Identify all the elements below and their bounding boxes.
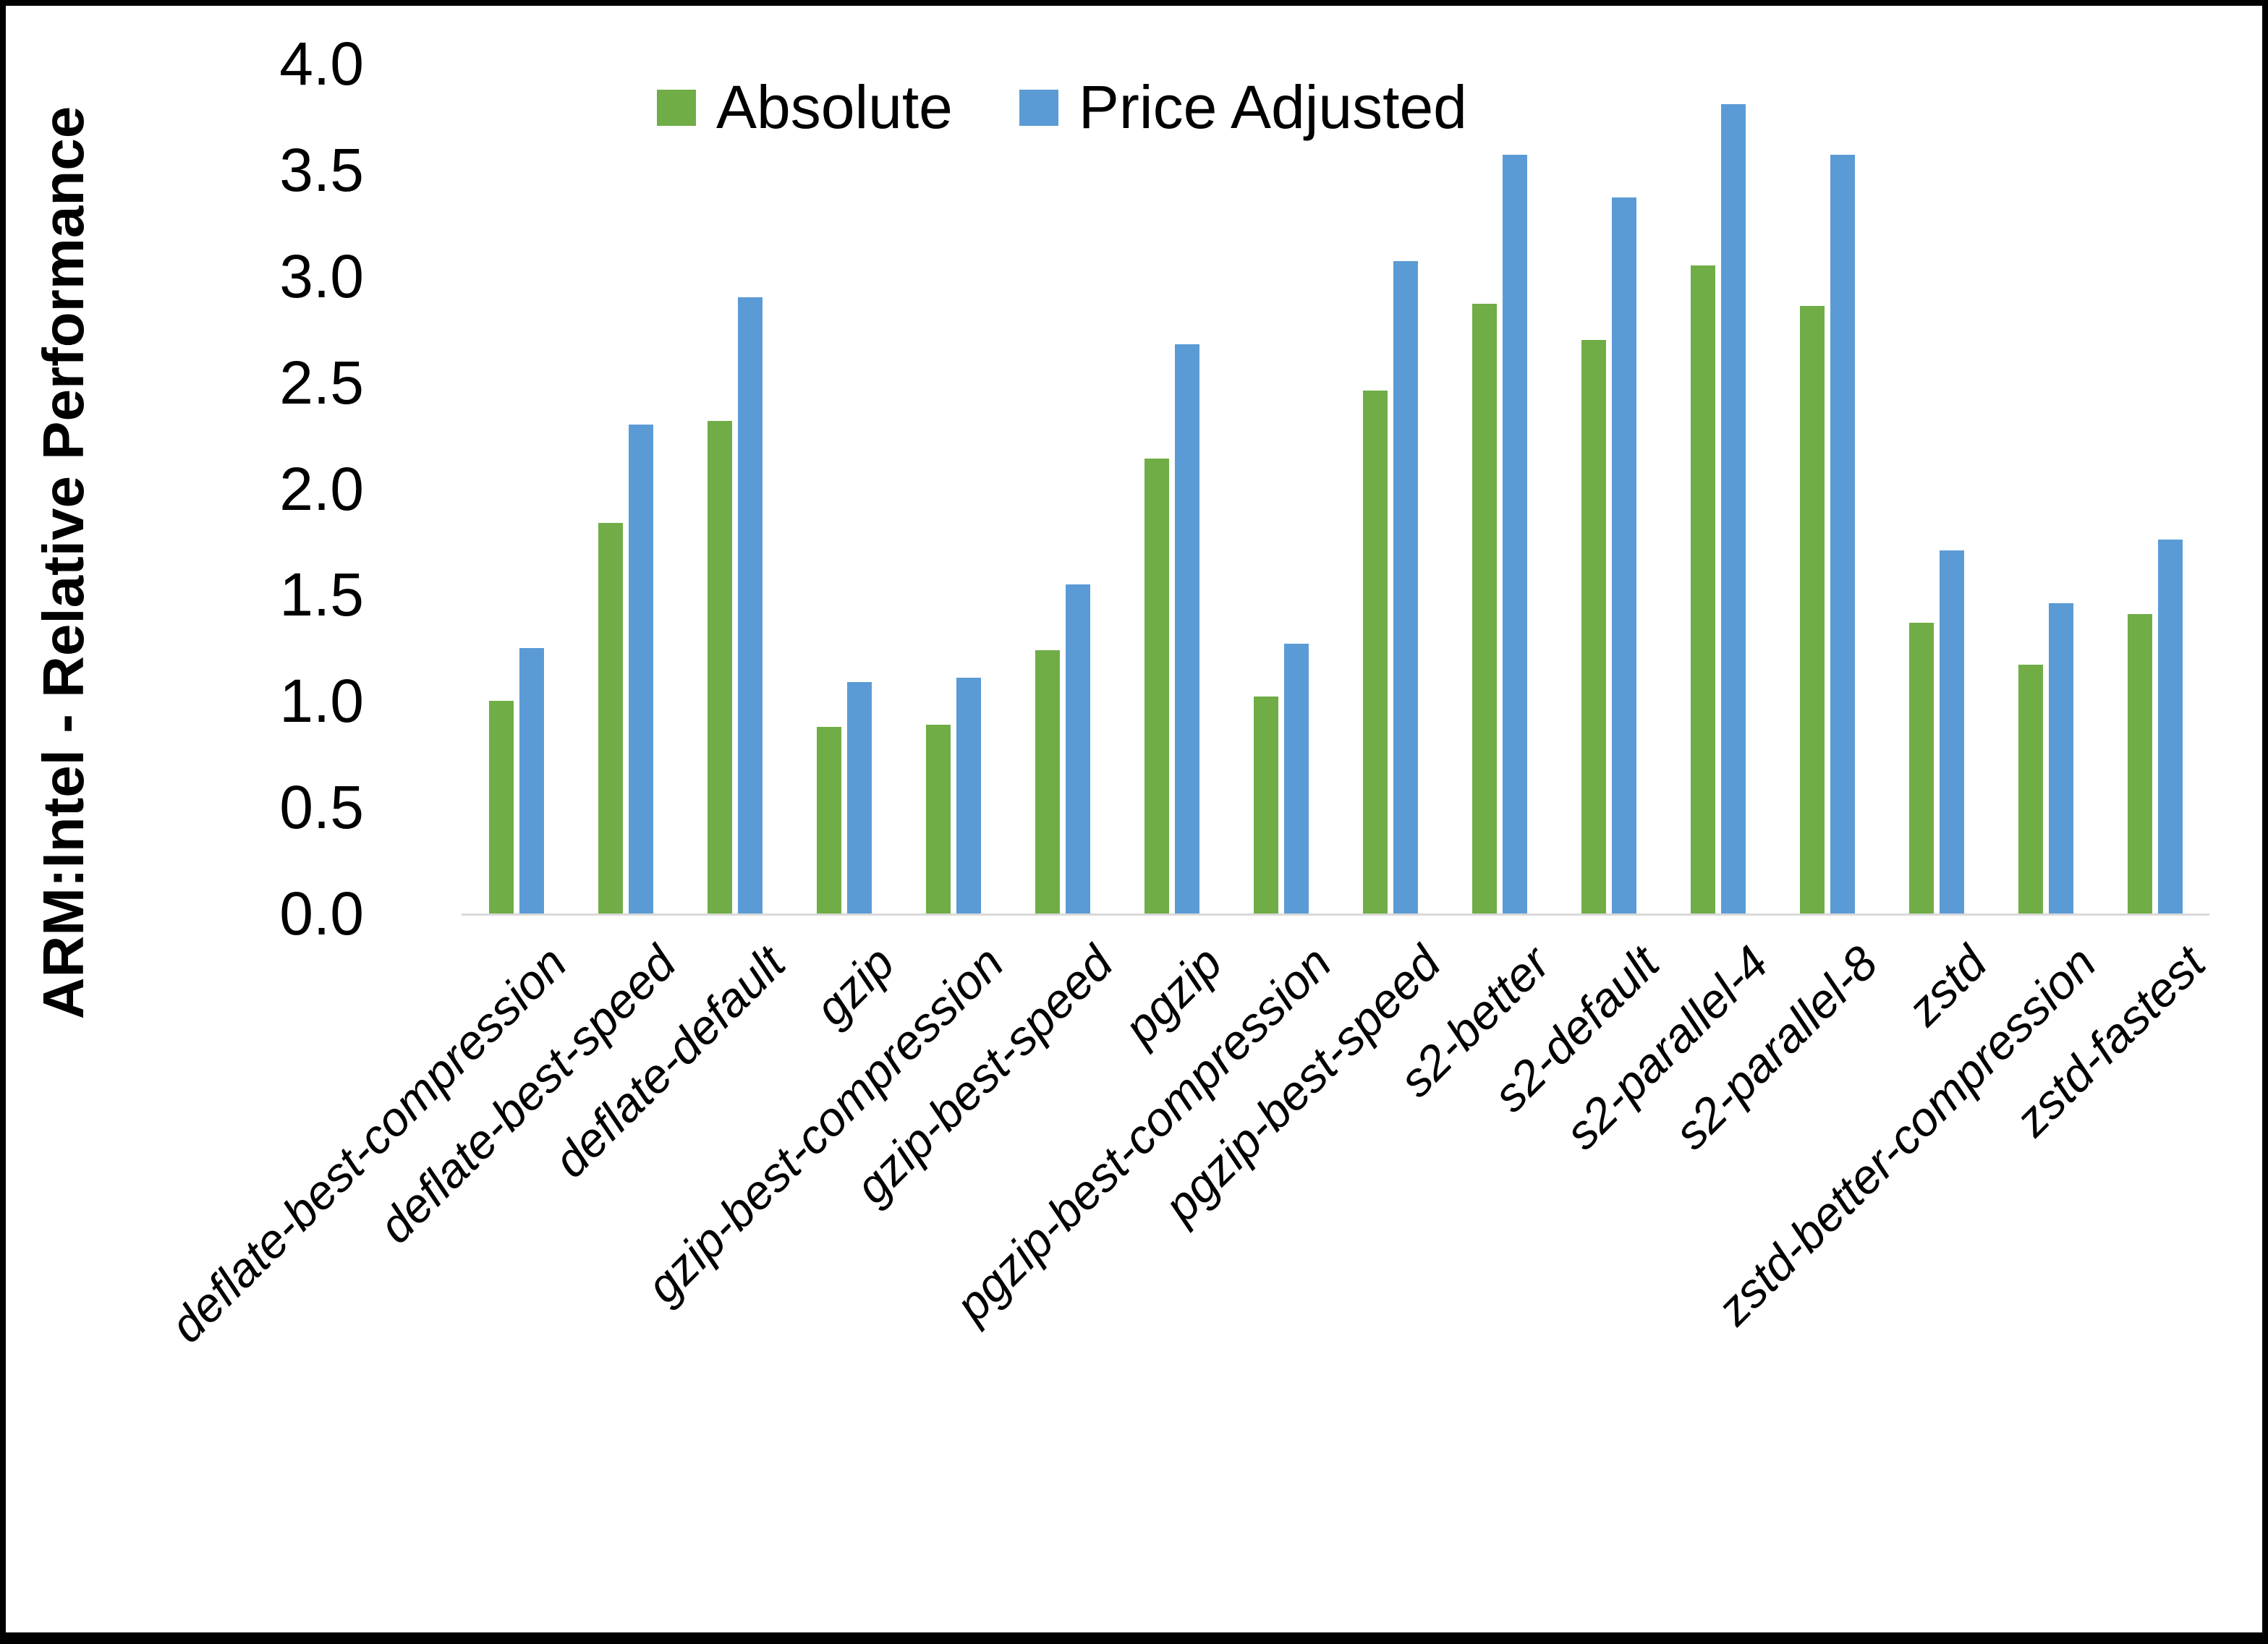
bar-absolute-zstd-better-compression [2018,665,2043,913]
bar-price-adjusted-zstd-better-compression [2048,603,2073,913]
bar-absolute-deflate-best-speed [598,522,623,913]
y-tick-label-4.0: 4.0 [279,30,364,98]
bar-price-adjusted-s2-default [1611,197,1636,913]
bar-absolute-s2-default [1581,339,1606,913]
bar-price-adjusted-deflate-default [737,297,763,913]
y-tick-label-3.0: 3.0 [279,242,364,310]
legend-label-absolute: Absolute [716,73,953,141]
bar-absolute-gzip [816,726,841,913]
bar-absolute-zstd [1908,622,1934,913]
y-tick-label-0.0: 0.0 [279,880,364,947]
bar-price-adjusted-s2-better [1502,155,1527,913]
bar-price-adjusted-deflate-best-compression [519,647,544,913]
bar-absolute-gzip-best-compression [925,724,951,913]
bar-absolute-pgzip-best-compression [1253,697,1278,913]
legend-label-price-adjusted: Price Adjusted [1078,73,1467,141]
bar-price-adjusted-pgzip-best-speed [1393,261,1418,913]
y-tick-label-2.5: 2.5 [279,348,364,417]
bar-price-adjusted-zstd [1939,550,1964,913]
bar-price-adjusted-deflate-best-speed [628,425,653,913]
bar-absolute-pgzip-best-speed [1362,391,1388,913]
bar-price-adjusted-gzip [846,681,872,913]
y-tick-label-3.5: 3.5 [279,135,364,204]
bar-price-adjusted-s2-parallel-4 [1720,103,1746,913]
legend-item-price-adjusted: Price Adjusted [1019,72,1467,142]
bar-price-adjusted-gzip-best-compression [956,677,981,913]
y-tick-label-1.0: 1.0 [279,667,364,736]
bar-absolute-pgzip [1144,459,1169,913]
y-axis-title: ARM:Intel - Relative Performance [31,106,95,1020]
legend-swatch-price-adjusted [1019,89,1058,126]
bar-price-adjusted-s2-parallel-8 [1830,155,1855,913]
bar-absolute-s2-parallel-4 [1690,265,1715,913]
y-tick-label-0.5: 0.5 [279,773,364,842]
x-axis-line [462,913,2209,916]
bar-price-adjusted-gzip-best-speed [1065,584,1090,913]
legend-item-absolute: Absolute [657,72,953,142]
bar-absolute-deflate-best-compression [488,701,514,913]
y-tick-label-2.0: 2.0 [279,454,364,523]
bar-price-adjusted-zstd-fastest [2157,540,2183,913]
y-tick-label-1.5: 1.5 [279,561,364,629]
bar-absolute-s2-parallel-8 [1799,305,1825,913]
bar-absolute-gzip-best-speed [1035,649,1060,913]
bar-absolute-zstd-fastest [2127,613,2152,913]
bar-absolute-s2-better [1471,303,1497,913]
bar-price-adjusted-pgzip-best-compression [1283,643,1309,913]
legend-swatch-absolute [657,89,696,126]
bar-price-adjusted-pgzip [1174,344,1199,913]
bar-absolute-deflate-default [707,420,732,913]
legend: Absolute Price Adjusted [657,72,1467,142]
